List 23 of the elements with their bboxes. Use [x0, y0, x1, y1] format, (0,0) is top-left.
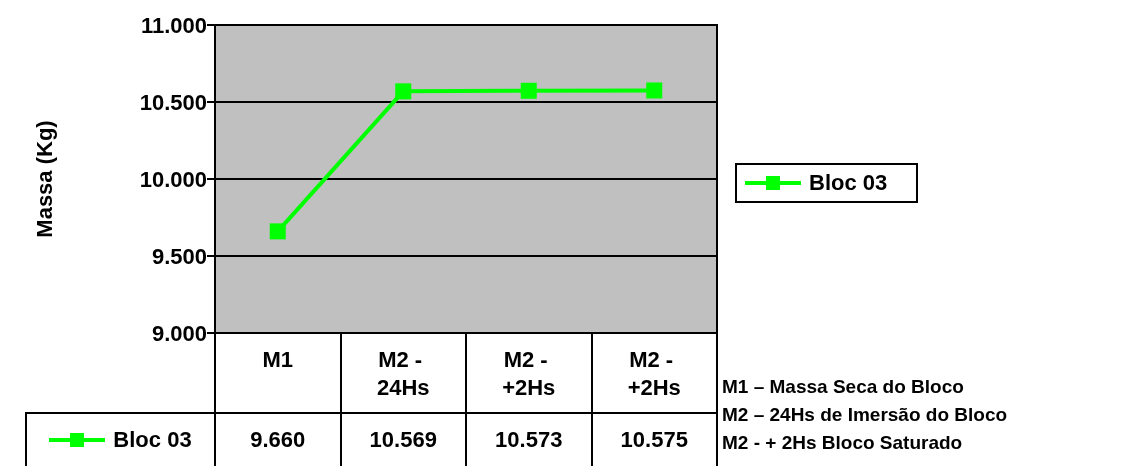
data-label: 10.573	[495, 427, 563, 453]
data-label: 10.575	[620, 427, 688, 453]
y-tick-label: 9.000	[151, 320, 207, 346]
point	[395, 83, 412, 100]
point	[646, 82, 663, 99]
text: Bloc 03	[113, 427, 192, 452]
x-tick-label: M2 - 24Hs	[376, 346, 430, 400]
y-tick-label: 11.000	[140, 12, 207, 38]
y-tick-label: 9.500	[151, 243, 207, 269]
y-axis-title: Massa (Kg)	[31, 120, 57, 238]
x-tick-label: M2 - +2Hs	[627, 346, 681, 400]
point	[520, 82, 537, 99]
x-tick-label: M2 - +2Hs	[502, 346, 556, 400]
text: M2 – 24Hs de Imersão do Bloco	[722, 404, 1008, 426]
x-tick-label: M1	[262, 346, 294, 372]
point	[269, 223, 286, 240]
data-label: 10.569	[369, 427, 437, 453]
y-tick-label: 10.500	[139, 89, 207, 115]
legend-label: Bloc 03	[809, 170, 888, 196]
text: M2 - + 2Hs Bloco Saturado	[722, 432, 963, 454]
text: M1 – Massa Seca do Bloco	[722, 376, 964, 398]
data-label: 9.660	[250, 427, 306, 453]
y-tick-label: 10.000	[139, 166, 207, 192]
